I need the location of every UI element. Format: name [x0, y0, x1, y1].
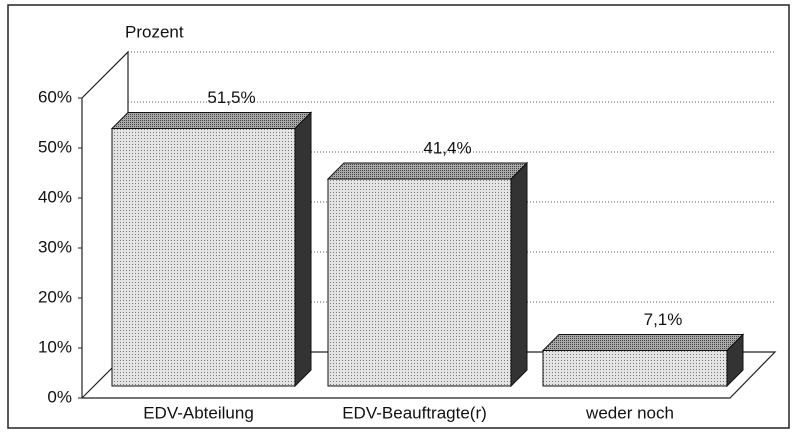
bar-top [541, 334, 745, 351]
bar-top [326, 162, 529, 180]
x-tick-label: weder noch [585, 403, 674, 422]
bar-side [510, 161, 528, 388]
data-label: 7,1% [644, 310, 683, 329]
y-tick-label: 0% [47, 387, 72, 406]
data-label: 51,5% [207, 88, 255, 107]
y-tick-label: 50% [38, 137, 72, 156]
y-tick-label: 20% [38, 287, 72, 306]
bar [542, 350, 728, 387]
y-tick-label: 40% [38, 187, 72, 206]
y-axis-title: Prozent [125, 22, 184, 41]
y-tick-label: 30% [38, 237, 72, 256]
x-tick-label: EDV-Beauftragte(r) [342, 403, 487, 422]
y-tick-label: 10% [38, 337, 72, 356]
bar-top [110, 112, 313, 129]
bar-side [294, 111, 312, 388]
frame [7, 4, 790, 429]
y-tick-label: 60% [38, 87, 72, 106]
data-label: 41,4% [423, 138, 471, 157]
x-tick-label: EDV-Abteilung [143, 403, 254, 422]
bar [111, 128, 296, 387]
bar [327, 178, 512, 387]
